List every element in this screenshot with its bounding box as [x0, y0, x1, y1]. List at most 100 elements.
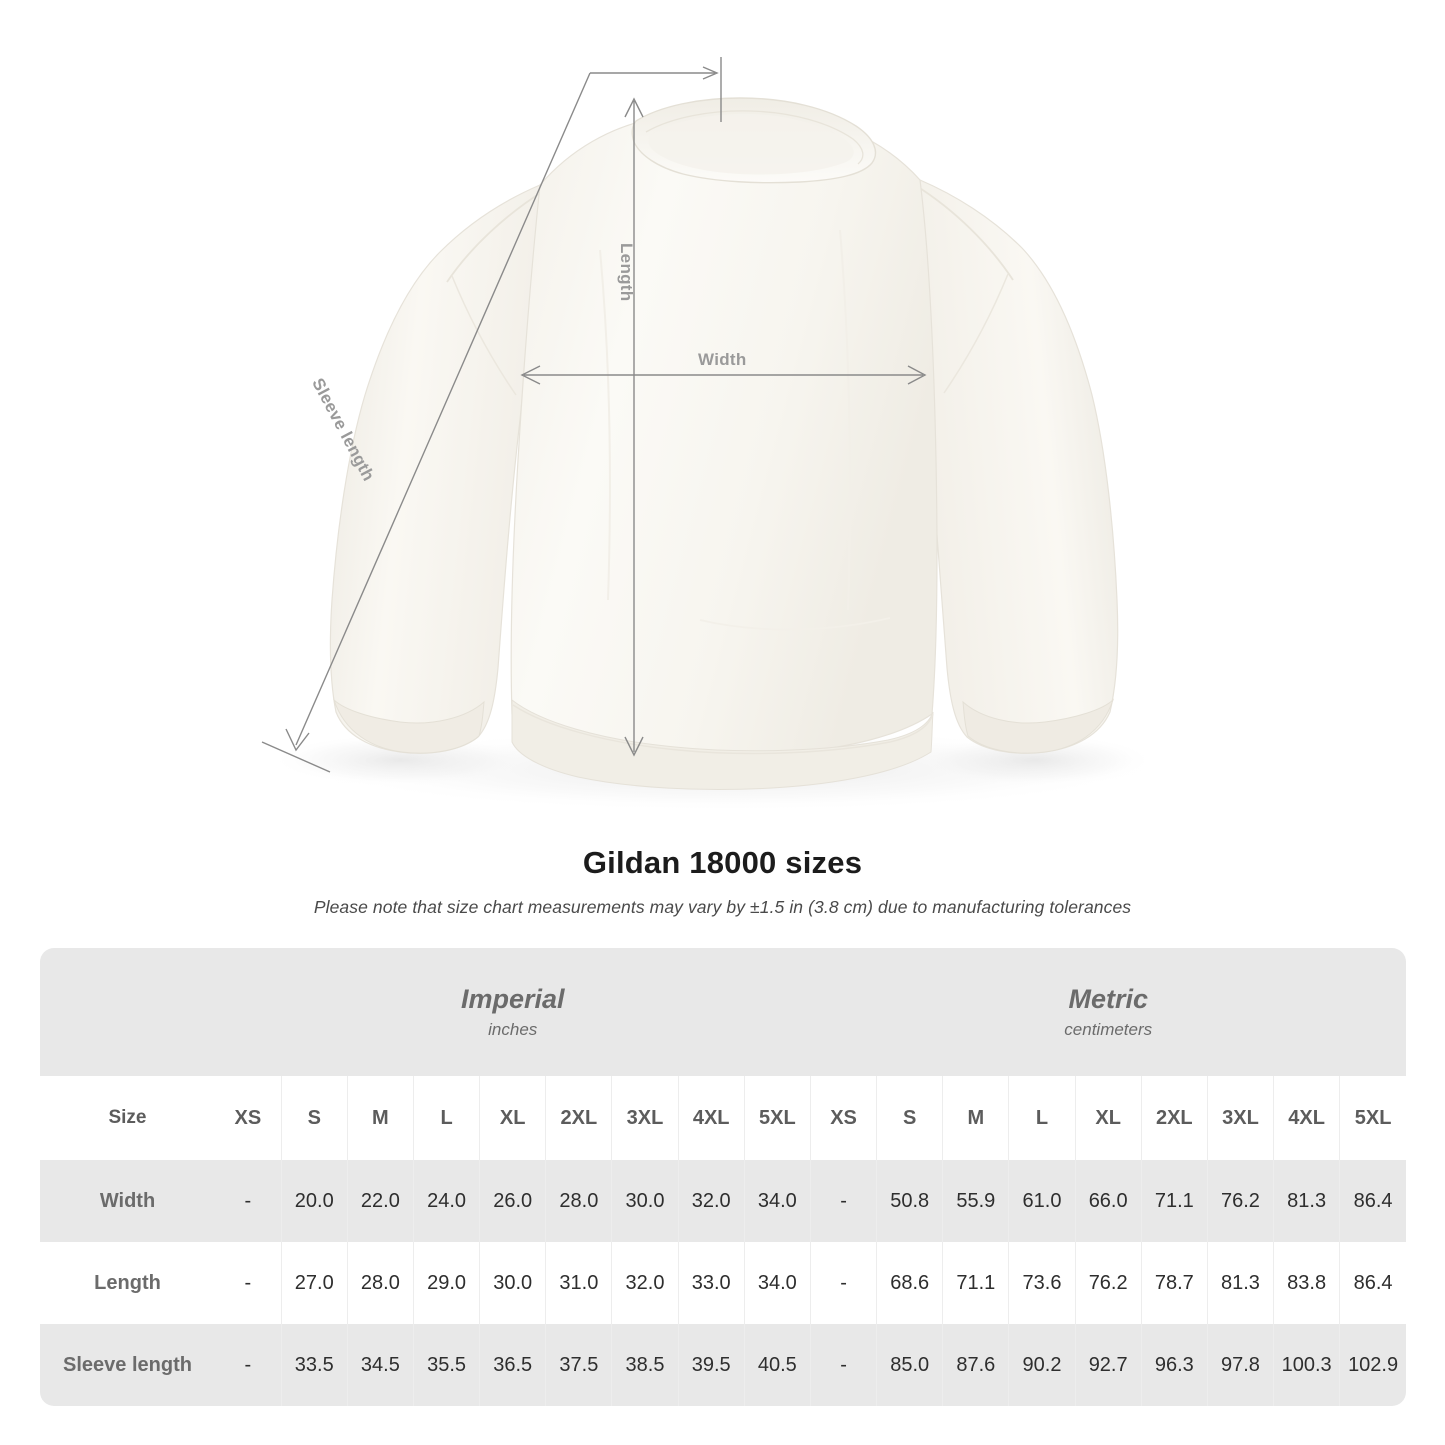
measurement-value-cell: 100.3 — [1273, 1324, 1340, 1406]
measurement-value-cell: 34.5 — [346, 1324, 414, 1406]
measurement-value-cell: 96.3 — [1140, 1324, 1208, 1406]
measurement-value-cell: 30.0 — [611, 1160, 679, 1242]
unit-section-name: Imperial — [460, 984, 565, 1015]
measurement-row-label: Sleeve length — [40, 1324, 215, 1406]
measurement-value-cell: 26.0 — [479, 1160, 546, 1242]
title-block: Gildan 18000 sizes Please note that size… — [0, 845, 1445, 918]
size-header-cell: 4XL — [677, 1076, 745, 1160]
measurement-value-cell: 81.3 — [1273, 1160, 1340, 1242]
measurement-value-cell: 78.7 — [1140, 1242, 1208, 1324]
measurement-value-cell: 37.5 — [545, 1324, 612, 1406]
size-chart-table: Imperial inches Metric centimeters Size XS S M L… — [40, 948, 1406, 1406]
sweatshirt-body — [510, 111, 938, 758]
measurement-value-cell: 36.5 — [479, 1324, 546, 1406]
size-header-cell: S — [876, 1076, 943, 1160]
measurement-value-cell: 32.0 — [611, 1242, 679, 1324]
measurement-value-cell: 31.0 — [545, 1242, 612, 1324]
size-header-cell: XL — [1074, 1076, 1142, 1160]
sleeve-length-annotation — [261, 57, 722, 773]
measurement-row-label: Width — [40, 1160, 215, 1242]
seam-armhole-right — [943, 273, 1009, 394]
length-measure-label: Length — [617, 243, 636, 302]
measurement-value-cell: 24.0 — [412, 1160, 480, 1242]
measurement-value-cell: 71.1 — [1140, 1160, 1208, 1242]
measurement-value-cell: 86.4 — [1339, 1242, 1406, 1324]
garment-diagram: Length Width Sleeve length — [261, 57, 1155, 812]
size-header-cell: 5XL — [1339, 1076, 1406, 1160]
width-annotation — [520, 365, 927, 385]
measurement-value-cell: 61.0 — [1008, 1160, 1076, 1242]
measurement-value-cell: 71.1 — [942, 1242, 1009, 1324]
measurement-value-cell: - — [809, 1324, 877, 1406]
unit-banner-spacer — [40, 948, 215, 1076]
measurement-value-cell: 97.8 — [1206, 1324, 1274, 1406]
measurement-value-cell: 20.0 — [280, 1160, 348, 1242]
neck-opening-shade — [648, 113, 854, 175]
unit-banner-row: Imperial inches Metric centimeters — [40, 948, 1406, 1076]
size-header-cell: M — [942, 1076, 1009, 1160]
hem-seam — [512, 704, 934, 755]
measurement-value-cell: 39.5 — [677, 1324, 745, 1406]
hem-band — [511, 698, 934, 790]
unit-section-name: Metric — [1068, 984, 1148, 1015]
measurement-value-cell: 50.8 — [876, 1160, 943, 1242]
sleeve-right — [919, 179, 1119, 754]
measurement-value-cell: 38.5 — [611, 1324, 679, 1406]
measurement-value-cell: 28.0 — [346, 1242, 414, 1324]
measurement-value-cell: 34.0 — [743, 1242, 811, 1324]
fold-line-1 — [599, 249, 611, 601]
measurement-value-cell: 76.2 — [1206, 1160, 1274, 1242]
measurement-value-cell: 73.6 — [1008, 1242, 1076, 1324]
size-header-cell: L — [412, 1076, 480, 1160]
measurement-value-cell: 83.8 — [1273, 1242, 1340, 1324]
measurement-value-cell: 29.0 — [412, 1242, 480, 1324]
size-header-cell: M — [346, 1076, 414, 1160]
measurement-value-cell: 66.0 — [1074, 1160, 1142, 1242]
width-arrowhead-left — [520, 365, 541, 385]
measurement-value-cell: 28.0 — [545, 1160, 612, 1242]
cuff-left — [332, 698, 485, 754]
measurement-value-cell: 33.5 — [280, 1324, 348, 1406]
length-arrowhead-down — [624, 736, 644, 757]
measurement-value-cell: 30.0 — [479, 1242, 546, 1324]
table-row: Width -20.0 22.0 24.0 26.0 28.0 30.0 32.0 34.0-5… — [40, 1160, 1406, 1242]
sweatshirt-illustration — [261, 57, 1155, 812]
size-header-cell: XL — [479, 1076, 546, 1160]
measurement-value-cell: 68.6 — [876, 1242, 943, 1324]
measurement-value-cell: 76.2 — [1074, 1242, 1142, 1324]
sleeve-left — [329, 184, 541, 754]
table-row: Sleeve length -33.5 34.5 35.5 36.5 37.5 38.5 39… — [40, 1324, 1406, 1406]
measurement-row-label: Length — [40, 1242, 215, 1324]
size-header-cell: 5XL — [743, 1076, 811, 1160]
fold-line-2 — [839, 229, 851, 611]
fold-line-3 — [699, 617, 891, 631]
measurement-value-cell: 87.6 — [942, 1324, 1009, 1406]
width-measure-label: Width — [698, 350, 747, 369]
measurement-annotations — [261, 57, 927, 773]
sleeve-length-cuff-tick — [261, 741, 331, 773]
sleeve-length-line — [295, 72, 591, 746]
measurement-value-cell: - — [809, 1160, 877, 1242]
measurement-value-cell: 34.0 — [743, 1160, 811, 1242]
measurement-value-cell: 85.0 — [876, 1324, 943, 1406]
measurement-value-cell: 102.9 — [1339, 1324, 1406, 1406]
measurement-value-cell: - — [809, 1242, 877, 1324]
unit-section-metric: Metric centimeters — [810, 948, 1406, 1076]
tolerance-note: Please note that size chart measurements… — [313, 897, 1132, 917]
measurement-value-cell: 40.5 — [743, 1324, 811, 1406]
size-header-cell: 2XL — [1140, 1076, 1208, 1160]
size-header-cell: S — [280, 1076, 348, 1160]
measurement-value-cell: 55.9 — [942, 1160, 1009, 1242]
size-header-cell: XS — [809, 1076, 877, 1160]
cuff-right — [962, 698, 1115, 754]
measurement-value-cell: 32.0 — [677, 1160, 745, 1242]
collar-inner-edge — [645, 110, 864, 165]
size-header-cell: 3XL — [611, 1076, 679, 1160]
unit-section-imperial: Imperial inches — [215, 948, 811, 1076]
size-header-cell: 4XL — [1273, 1076, 1340, 1160]
sleeve-length-arrowhead-right — [702, 66, 719, 80]
measurement-value-cell: - — [215, 1160, 282, 1242]
size-header-cell: XS — [215, 1076, 282, 1160]
measurement-value-cell: 27.0 — [280, 1242, 348, 1324]
size-chart-table-wrapper: Imperial inches Metric centimeters Size XS S M L… — [40, 948, 1406, 1406]
